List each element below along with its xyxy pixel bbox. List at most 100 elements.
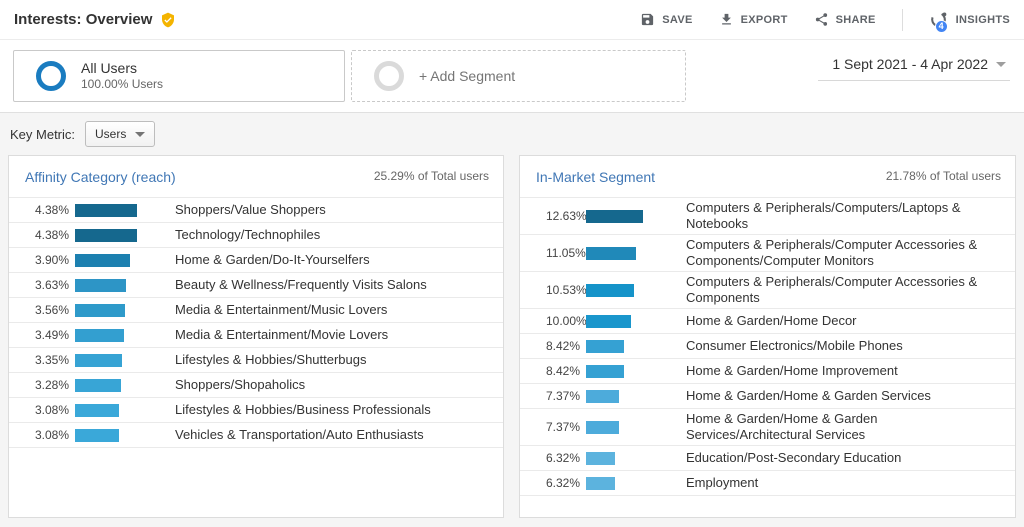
segment-ring-icon (36, 61, 66, 91)
row-bar (586, 209, 643, 223)
row-label: Computers & Peripherals/Computers/Laptop… (686, 200, 961, 231)
segment-all-users[interactable]: All Users 100.00% Users (13, 50, 345, 102)
export-icon (719, 12, 734, 27)
row-bar-track (586, 476, 686, 490)
row-percent: 6.32% (546, 451, 581, 465)
affinity-category-panel: Affinity Category (reach) 25.29% of Tota… (8, 155, 504, 518)
share-button[interactable]: SHARE (814, 12, 876, 27)
row-percent: 11.05% (546, 246, 586, 260)
segment-subtitle: 100.00% Users (81, 77, 164, 91)
row-label: Computers & Peripherals/Computer Accesso… (686, 274, 978, 305)
row-label: Home & Garden/Home Decor (686, 313, 857, 328)
row-bar-track (586, 364, 686, 378)
report-row: 3.49% Media & Entertainment/Movie Lovers (9, 323, 503, 348)
panel-total-users: 21.78% of Total users (885, 169, 1001, 183)
row-label: Employment (686, 475, 759, 490)
report-row: 7.37% Home & Garden/Home & Garden Service… (520, 409, 1015, 446)
row-label: Computers & Peripherals/Computer Accesso… (686, 237, 978, 268)
key-metric-dropdown[interactable]: Users (85, 121, 156, 147)
in-market-segment-panel: In-Market Segment 21.78% of Total users … (519, 155, 1016, 518)
row-bar (75, 403, 119, 417)
row-bar-track (75, 253, 175, 267)
save-icon (640, 12, 655, 27)
row-percent: 7.37% (546, 389, 581, 403)
insights-badge: 4 (934, 19, 948, 33)
row-bar-track (75, 428, 175, 442)
row-bar (75, 328, 124, 342)
row-bar (586, 389, 619, 403)
report-toolbar: SAVE EXPORT SHARE (640, 8, 1010, 33)
row-label: Media & Entertainment/Movie Lovers (175, 327, 389, 342)
row-bar-track (75, 278, 175, 292)
report-row: 3.28% Shoppers/Shopaholics (9, 373, 503, 398)
export-button[interactable]: EXPORT (719, 12, 788, 27)
report-row: 7.37% Home & Garden/Home & Garden Service… (520, 384, 1015, 409)
save-button[interactable]: SAVE (640, 12, 692, 27)
row-bar-track (586, 339, 686, 353)
row-label: Home & Garden/Home Improvement (686, 363, 898, 378)
segment-text: All Users 100.00% Users (81, 60, 163, 92)
row-label: Shoppers/Shopaholics (175, 377, 306, 392)
report-row: 3.63% Beauty & Wellness/Frequently Visits… (9, 273, 503, 298)
panel-title-link[interactable]: Affinity Category (reach) (25, 169, 176, 185)
row-percent: 10.53% (546, 283, 587, 297)
save-label: SAVE (662, 13, 693, 26)
row-percent: 3.56% (35, 303, 70, 317)
share-label: SHARE (835, 13, 876, 26)
row-bar (586, 246, 636, 260)
chevron-down-icon (135, 131, 146, 137)
row-bar (75, 228, 137, 242)
add-segment-button[interactable]: + Add Segment (351, 50, 686, 102)
insights-button[interactable]: 4 INSIGHTS (929, 10, 1010, 33)
row-bar-track (586, 246, 686, 260)
row-bar (586, 314, 631, 328)
row-label: Lifestyles & Hobbies/Business Profession… (175, 402, 431, 417)
report-row: 3.08% Vehicles & Transportation/Auto Enth… (9, 423, 503, 448)
row-bar (75, 378, 121, 392)
row-percent: 6.32% (546, 476, 581, 490)
row-label: Home & Garden/Home & Garden Services/Arc… (686, 411, 878, 442)
row-percent: 8.42% (546, 339, 581, 353)
row-bar (75, 303, 125, 317)
row-bar-track (75, 303, 175, 317)
row-label: Consumer Electronics/Mobile Phones (686, 338, 903, 353)
report-row: 4.38% Technology/Technophiles (9, 223, 503, 248)
chevron-down-icon (996, 61, 1006, 67)
affinity-rows: 4.38% Shoppers/Value Shoppers 4.38% Technol… (9, 197, 503, 448)
row-bar (586, 339, 624, 353)
row-bar (75, 353, 122, 367)
in-market-rows: 12.63% Computers & Peripherals/Computers/… (520, 197, 1015, 496)
report-row: 8.42% Consumer Electronics/Mobile Phones (520, 334, 1015, 359)
verified-shield-icon (160, 12, 176, 28)
row-bar-track (586, 283, 686, 297)
row-percent: 3.49% (35, 328, 70, 342)
panel-header: Affinity Category (reach) 25.29% of Tota… (9, 156, 503, 197)
row-bar (586, 283, 634, 297)
add-segment-label: + Add Segment (419, 68, 516, 84)
row-bar (75, 253, 130, 267)
row-bar (586, 420, 619, 434)
row-label: Technology/Technophiles (175, 227, 321, 242)
row-bar (586, 451, 615, 465)
report-row: 11.05% Computers & Peripherals/Computer A… (520, 235, 1015, 272)
report-row: 10.53% Computers & Peripherals/Computer A… (520, 272, 1015, 309)
row-percent: 10.00% (546, 314, 587, 328)
date-range-selector[interactable]: 1 Sept 2021 - 4 Apr 2022 (818, 54, 1010, 81)
row-bar-track (75, 228, 175, 242)
date-range-text: 1 Sept 2021 - 4 Apr 2022 (832, 56, 988, 72)
row-label: Home & Garden/Home & Garden Services (686, 388, 931, 403)
page-title: Interests: Overview (14, 11, 153, 28)
share-icon (814, 12, 829, 27)
panel-title-link[interactable]: In-Market Segment (536, 169, 656, 185)
row-label: Lifestyles & Hobbies/Shutterbugs (175, 352, 367, 367)
row-label: Vehicles & Transportation/Auto Enthusias… (175, 427, 424, 442)
report-content: Affinity Category (reach) 25.29% of Tota… (0, 155, 1024, 518)
add-segment-ring-icon (374, 61, 404, 91)
insights-icon: 4 (929, 10, 949, 33)
report-row: 10.00% Home & Garden/Home Decor (520, 309, 1015, 334)
segment-strip: All Users 100.00% Users + Add Segment 1 … (0, 40, 1024, 113)
row-bar (75, 203, 137, 217)
row-bar-track (586, 420, 686, 434)
row-percent: 3.28% (35, 378, 70, 392)
row-bar-track (75, 328, 175, 342)
